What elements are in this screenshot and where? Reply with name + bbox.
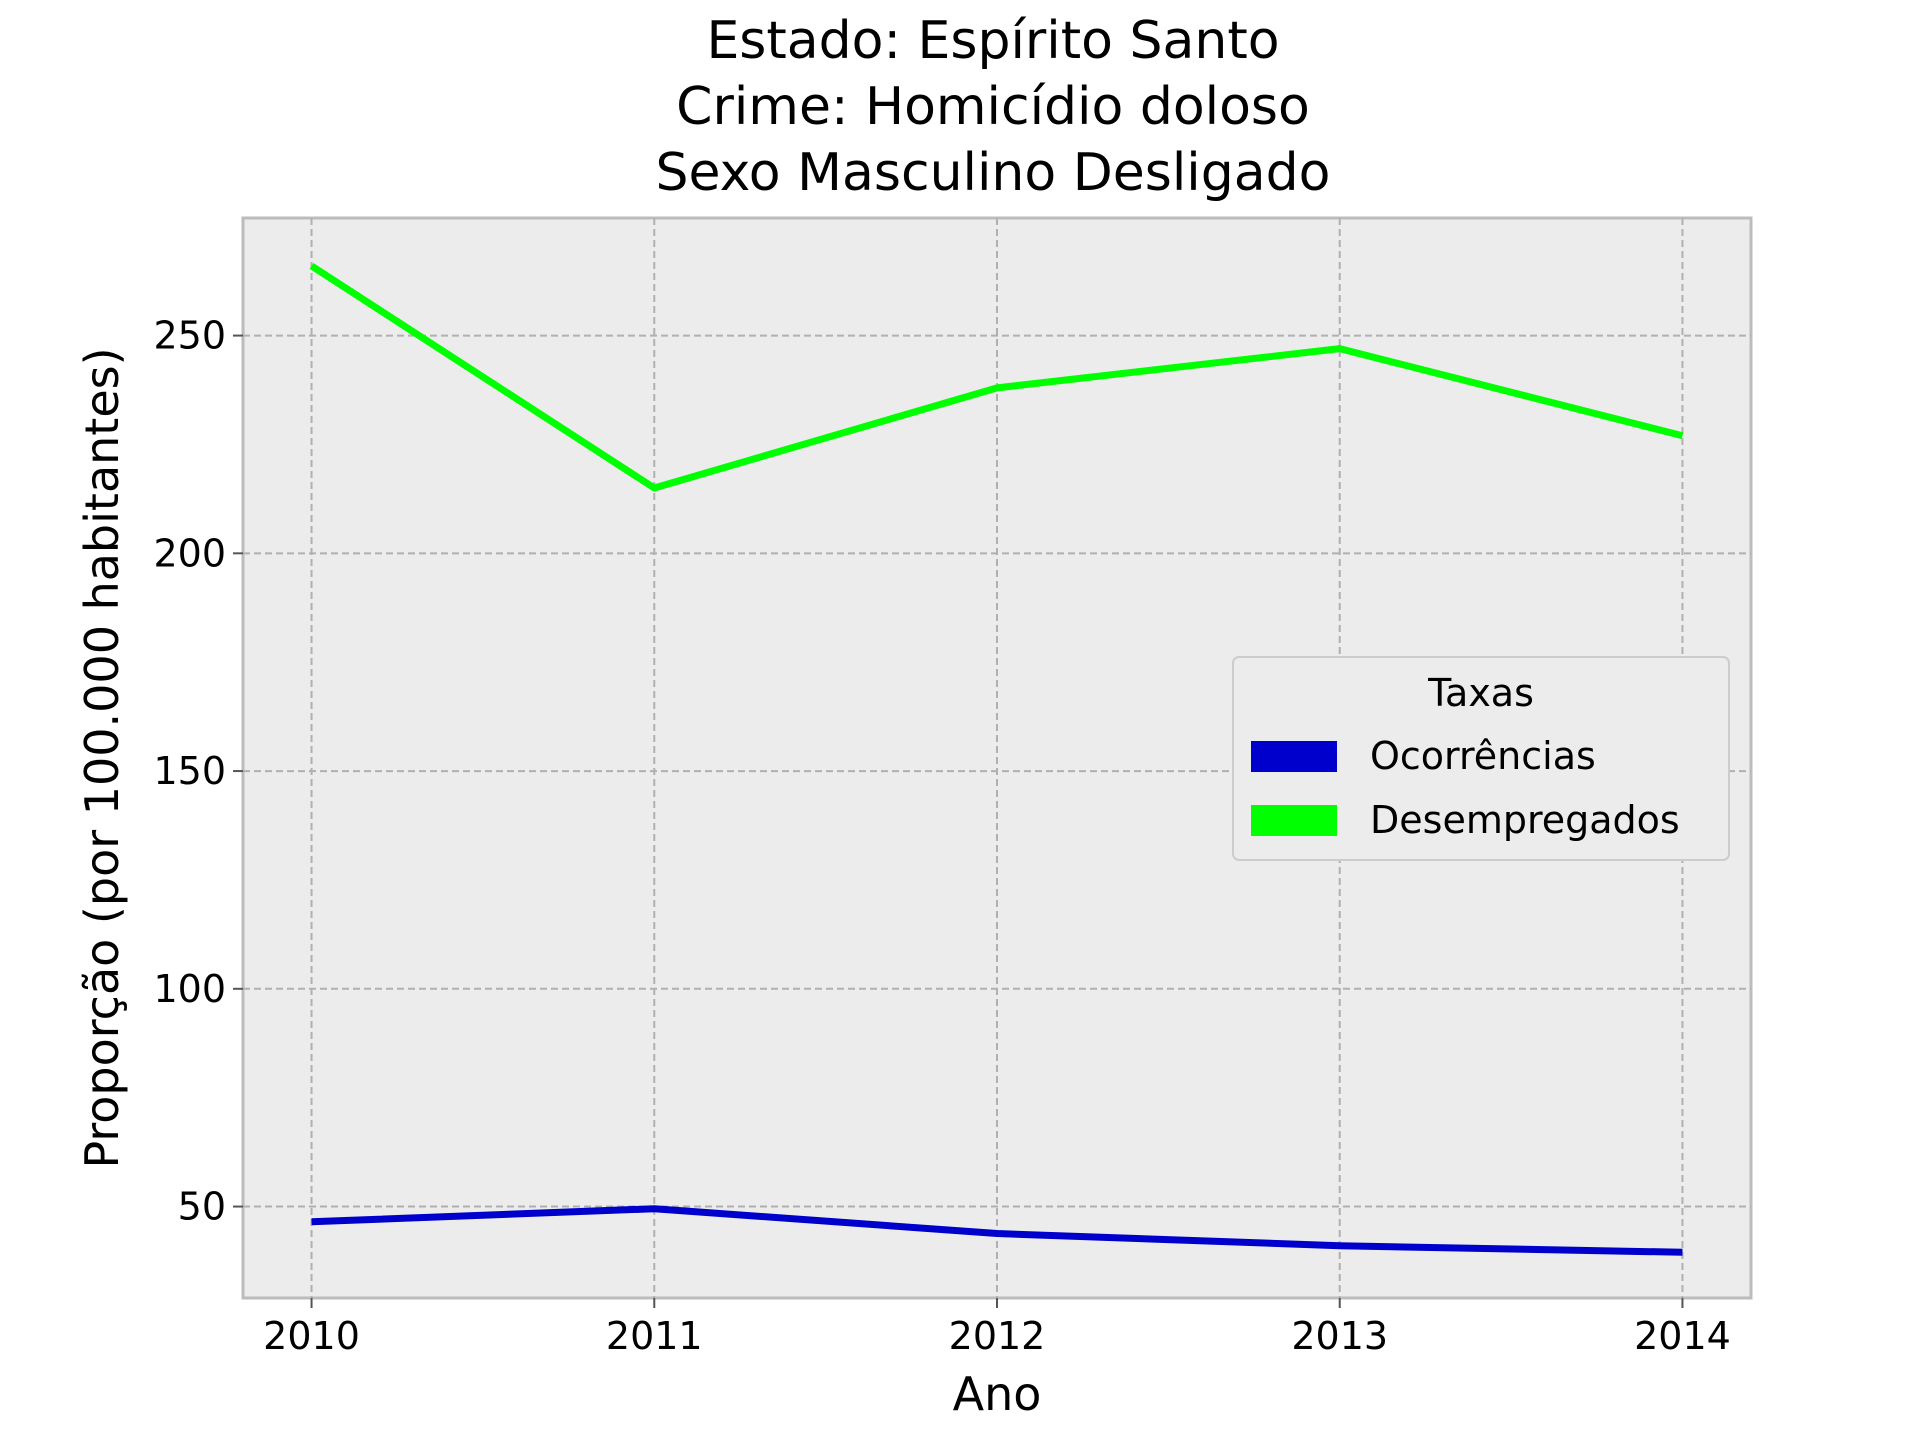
series-line-ocorrencias	[311, 1205, 1683, 1256]
x-tick-label-2011: 2011	[606, 1314, 703, 1358]
legend-label-desempregados: Desempregados	[1370, 798, 1680, 842]
x-axis-label: Ano	[953, 1367, 1042, 1421]
chart-title-line-1: Estado: Espírito Santo	[706, 11, 1279, 71]
chart-title-line-2: Crime: Homicídio doloso	[676, 77, 1310, 137]
y-tick-label-100: 100	[153, 967, 226, 1011]
y-axis-label: Proporção (por 100.000 habitantes)	[75, 347, 129, 1168]
legend-swatch-desempregados	[1251, 805, 1337, 836]
x-tick-label-2014: 2014	[1634, 1314, 1731, 1358]
chart-title-line-3: Sexo Masculino Desligado	[656, 143, 1331, 203]
x-tick-label-2012: 2012	[949, 1314, 1046, 1358]
legend-label-ocorrencias: Ocorrências	[1370, 734, 1596, 778]
y-tick-label-50: 50	[178, 1185, 226, 1229]
legend-swatch-ocorrencias	[1251, 741, 1337, 772]
y-tick-label-250: 250	[153, 314, 226, 358]
series-lines	[309, 262, 1684, 1256]
axis-ticks: 2010 2011 2012 2013 2014 50 100 150 200 250	[153, 314, 1730, 1358]
legend-title: Taxas	[1427, 671, 1534, 715]
legend: Taxas Ocorrências Desempregados	[1232, 656, 1730, 861]
series-line-desempregados	[309, 262, 1684, 492]
y-tick-label-150: 150	[153, 749, 226, 793]
legend-box	[1232, 656, 1730, 861]
x-tick-label-2013: 2013	[1291, 1314, 1388, 1358]
y-tick-label-200: 200	[153, 531, 226, 575]
x-tick-label-2010: 2010	[263, 1314, 360, 1358]
